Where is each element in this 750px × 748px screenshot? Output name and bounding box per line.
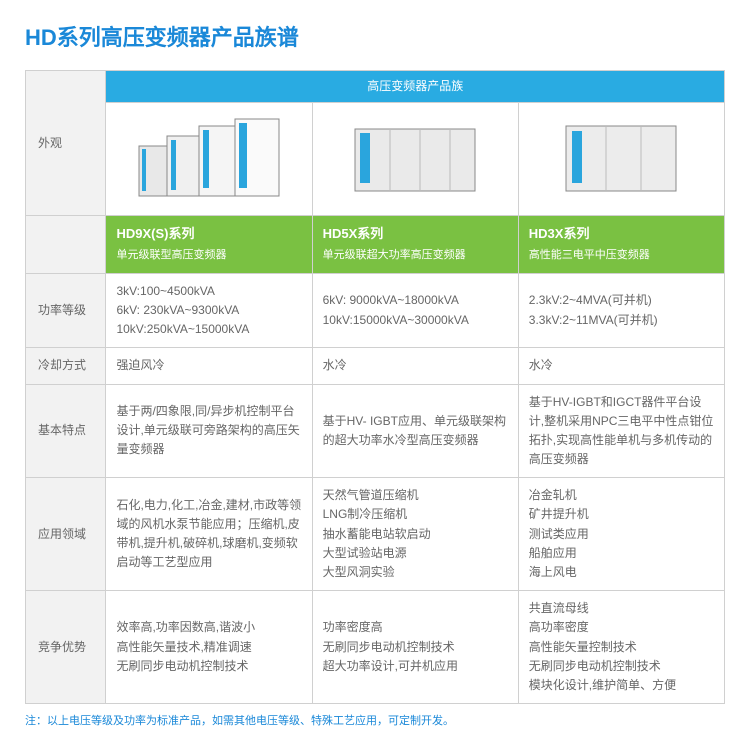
cell-power-2: 2.3kV:2~4MVA(可并机) 3.3kV:2~11MVA(可并机) xyxy=(518,273,724,348)
series-desc-0: 单元级联型高压变频器 xyxy=(116,247,301,265)
cell-cooling-2: 水冷 xyxy=(518,348,724,384)
product-image-0 xyxy=(106,103,312,216)
cabinet-icon xyxy=(340,111,490,201)
product-image-1 xyxy=(312,103,518,216)
series-desc-2: 高性能三电平中压变频器 xyxy=(529,247,714,265)
product-image-2 xyxy=(518,103,724,216)
cell-cooling-1: 水冷 xyxy=(312,348,518,384)
cell-applications-2: 冶金轧机 矿井提升机 测试类应用 船舶应用 海上风电 xyxy=(518,478,724,591)
row-label-appearance: 外观 xyxy=(26,71,106,216)
series-name-1: HD5X系列 xyxy=(323,226,384,241)
series-name-0: HD9X(S)系列 xyxy=(116,226,194,241)
product-table: 外观 高压变频器产品族 xyxy=(25,70,725,704)
row-label-applications: 应用领域 xyxy=(26,478,106,591)
cell-cooling-0: 强迫风冷 xyxy=(106,348,312,384)
cell-features-2: 基于HV-IGBT和IGCT器件平台设计,整机采用NPC三电平中性点钳位拓扑,实… xyxy=(518,384,724,478)
cell-features-0: 基于两/四象限,同/异步机控制平台设计,单元级联可旁路架构的高压矢量变频器 xyxy=(106,384,312,478)
cabinet-icon xyxy=(129,111,289,201)
cell-advantages-2: 共直流母线 高功率密度 高性能矢量控制技术 无刷同步电动机控制技术 模块化设计,… xyxy=(518,591,724,704)
series-desc-1: 单元级联超大功率高压变频器 xyxy=(323,247,508,265)
series-cell-0: HD9X(S)系列 单元级联型高压变频器 xyxy=(106,216,312,273)
series-cell-2: HD3X系列 高性能三电平中压变频器 xyxy=(518,216,724,273)
cell-features-1: 基于HV- IGBT应用、单元级联架构的超大功率水冷型高压变频器 xyxy=(312,384,518,478)
cell-power-1: 6kV: 9000kVA~18000kVA 10kV:15000kVA~3000… xyxy=(312,273,518,348)
row-label-power: 功率等级 xyxy=(26,273,106,348)
row-label-cooling: 冷却方式 xyxy=(26,348,106,384)
row-label-advantages: 竞争优势 xyxy=(26,591,106,704)
cell-applications-1: 天然气管道压缩机 LNG制冷压缩机 抽水蓄能电站软启动 大型试验站电源 大型风洞… xyxy=(312,478,518,591)
page-title: HD系列高压变频器产品族谱 xyxy=(25,20,725,52)
cell-power-0: 3kV:100~4500kVA 6kV: 230kVA~9300kVA 10kV… xyxy=(106,273,312,348)
series-name-2: HD3X系列 xyxy=(529,226,590,241)
table-header: 高压变频器产品族 xyxy=(106,71,725,103)
row-label-features: 基本特点 xyxy=(26,384,106,478)
cell-advantages-1: 功率密度高 无刷同步电动机控制技术 超大功率设计,可并机应用 xyxy=(312,591,518,704)
footnote: 注：以上电压等级及功率为标准产品，如需其他电压等级、特殊工艺应用，可定制开发。 xyxy=(25,712,725,728)
cabinet-icon xyxy=(546,111,696,201)
series-label-blank xyxy=(26,216,106,273)
cell-applications-0: 石化,电力,化工,冶金,建材,市政等领域的风机水泵节能应用；压缩机,皮带机,提升… xyxy=(106,478,312,591)
cell-advantages-0: 效率高,功率因数高,谐波小 高性能矢量技术,精准调速 无刷同步电动机控制技术 xyxy=(106,591,312,704)
series-cell-1: HD5X系列 单元级联超大功率高压变频器 xyxy=(312,216,518,273)
